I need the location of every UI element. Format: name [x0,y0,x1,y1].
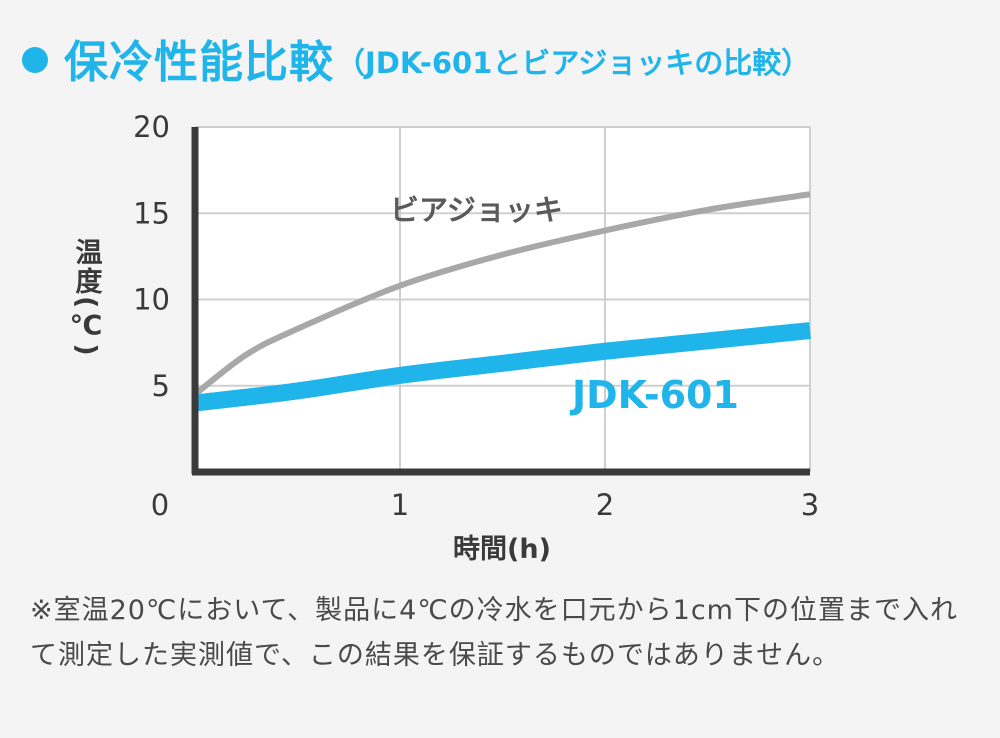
chart-subtitle: （JDK-601とビアジョッキの比較） [336,46,811,80]
y-tick-label: 5 [152,369,170,403]
x-tick-label: 2 [596,488,614,522]
chart-title: 保冷性能比較 [64,37,334,88]
series-line-beer-mug [193,191,811,397]
title-row: 保冷性能比較 （JDK-601とビアジョッキの比較） [22,22,810,94]
series-label-jdk-601: JDK-601 [569,373,739,417]
series-label-beer-mug: ビアジョッキ [390,193,563,227]
series-line-jdk-601 [194,322,811,412]
x-tick-label: 0 [151,488,169,522]
bullet-dot-icon [22,47,48,73]
x-tick-label: 3 [801,488,819,522]
x-axis-label: 時間(h) [453,534,551,565]
y-tick-label: 20 [133,110,170,144]
y-axis-label: 温度(℃) [71,238,103,358]
y-tick-label: 10 [133,283,170,317]
y-tick-label: 15 [133,196,170,230]
x-tick-label: 1 [391,488,409,522]
footnote: ※室温20℃において、製品に4℃の冷水を口元から1cm下の位置まで入れて測定した… [30,595,958,671]
